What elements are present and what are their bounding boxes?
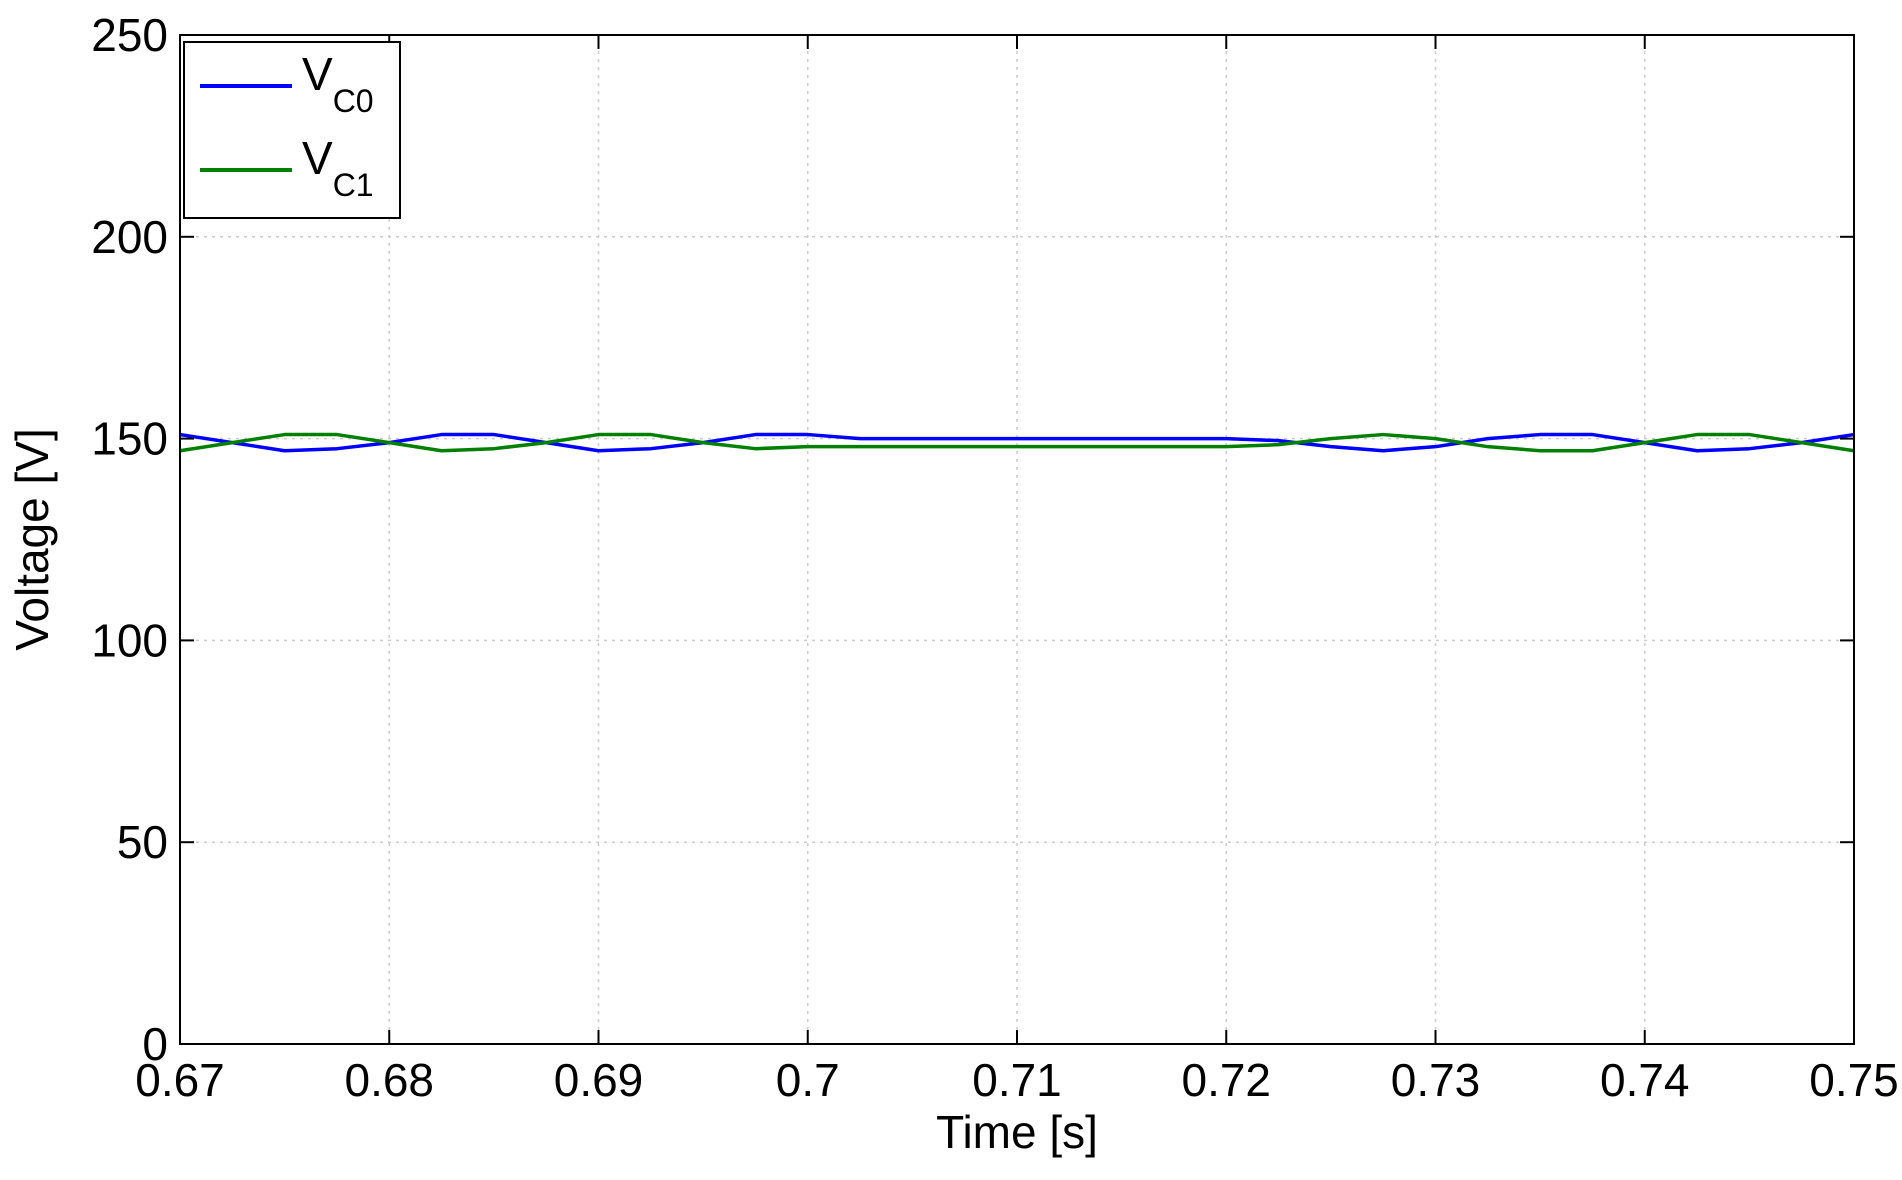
tick-label-layer: 0.67 0.68 0.69 0.7 0.71 0.72 0.73 0.74 0.75 0 50 10… [91,9,1899,1106]
series-line-vc0 [179,432,1855,453]
x-tick-label: 0.74 [1600,1054,1690,1106]
legend-label-vc0-main: V [302,48,333,100]
legend: VC0 VC1 [183,41,401,219]
y-tick-label: 250 [91,9,168,61]
y-tick-label: 200 [91,211,168,263]
x-axis-label: Time [s] [936,1106,1098,1158]
y-axis-label: Voltage [V] [6,428,58,651]
legend-label-vc0: VC0 [302,48,374,119]
tick-layer [179,34,1855,1045]
x-tick-label: 0.73 [1391,1054,1481,1106]
legend-label-vc1: VC1 [302,132,374,203]
x-tick-label: 0.67 [135,1054,225,1106]
legend-label-vc1-main: V [302,132,333,184]
x-tick-label: 0.68 [344,1054,434,1106]
series-line-vc1 [179,432,1855,453]
y-tick-label: 0 [142,1018,168,1070]
legend-label-vc1-sub: C1 [333,167,374,203]
y-tick-label: 150 [91,413,168,465]
y-tick-label: 50 [117,816,168,868]
x-tick-label: 0.69 [554,1054,644,1106]
legend-label-vc0-sub: C0 [333,83,374,119]
series-layer [179,432,1855,453]
x-tick-label: 0.71 [972,1054,1062,1106]
x-tick-label: 0.72 [1181,1054,1271,1106]
legend-box [183,41,401,219]
y-tick-label: 100 [91,614,168,666]
x-tick-label: 0.75 [1809,1054,1899,1106]
x-tick-label: 0.7 [776,1054,840,1106]
